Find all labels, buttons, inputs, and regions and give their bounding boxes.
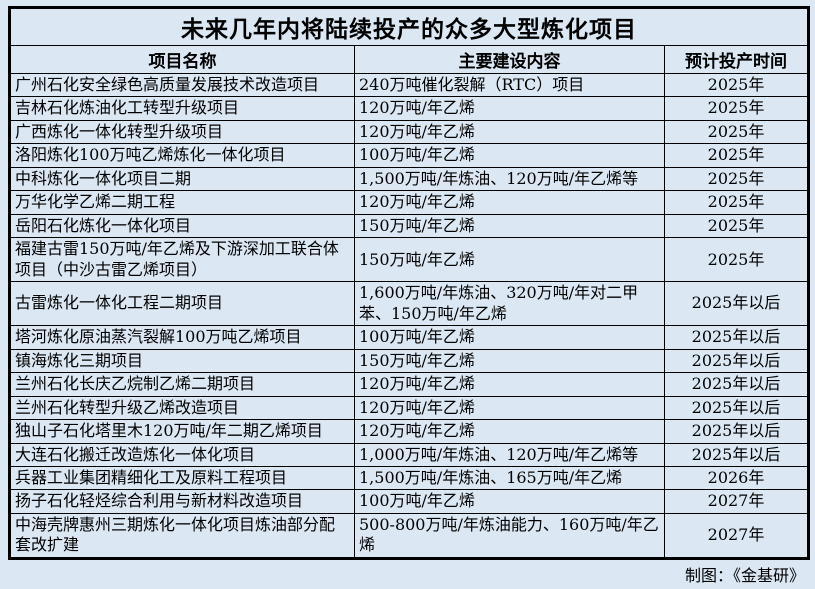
build-content-cell: 1,600万吨/年炼油、320万吨/年对二甲苯、150万吨/年乙烯: [354, 281, 665, 327]
project-name-cell: 独山子石化塔里木120万吨/年二期乙烯项目: [9, 419, 355, 444]
title-row: 未来几年内将陆续投产的众多大型炼化项目: [8, 7, 810, 46]
table-row: 福建古雷150万吨/年乙烯及下游深加工联合体项目（中沙古雷乙烯项目） 150万吨/…: [9, 237, 810, 283]
start-time-cell: 2027年: [663, 489, 810, 514]
start-time-cell: 2025年以后: [663, 325, 810, 350]
table-body: 广州石化安全绿色高质量发展技术改造项目 240万吨催化裂解（RTC）项目 2025年…: [9, 72, 810, 559]
build-content-cell: 100万吨/年乙烯: [354, 489, 665, 514]
project-name-cell: 万华化学乙烯二期工程: [9, 190, 355, 215]
start-time-cell: 2025年以后: [663, 281, 810, 327]
credit-text: 制图：《金基研》: [684, 565, 805, 585]
project-name-cell: 镇海炼化三期项目: [9, 348, 355, 374]
build-content-cell: 240万吨催化裂解（RTC）项目: [354, 72, 665, 98]
project-name-cell: 岳阳石化炼化一体化项目: [9, 213, 355, 239]
start-time-cell: 2025年: [663, 190, 810, 215]
build-content-cell: 120万吨/年乙烯: [354, 419, 665, 444]
table-row: 中科炼化一体化项目二期 1,500万吨/年炼油、120万吨/年乙烯等 2025年: [9, 166, 810, 192]
header-row: 项目名称 主要建设内容 预计投产时间: [9, 45, 810, 74]
build-content-cell: 100万吨/年乙烯: [354, 325, 665, 350]
start-time-cell: 2025年: [663, 143, 810, 168]
project-name-cell: 兰州石化转型升级乙烯改造项目: [9, 395, 355, 421]
build-content-cell: 120万吨/年乙烯: [354, 96, 665, 121]
table-row: 万华化学乙烯二期工程 120万吨/年乙烯 2025年: [9, 190, 810, 215]
table-head: 未来几年内将陆续投产的众多大型炼化项目 项目名称 主要建设内容 预计投产时间: [8, 7, 810, 74]
build-content-cell: 120万吨/年乙烯: [354, 395, 665, 421]
start-time-cell: 2025年: [663, 237, 810, 283]
project-name-cell: 吉林石化炼油化工转型升级项目: [9, 96, 355, 121]
build-content-cell: 120万吨/年乙烯: [354, 119, 665, 145]
project-name-cell: 中海壳牌惠州三期炼化一体化项目炼油部分配套改扩建: [9, 512, 355, 559]
table-row: 大连石化搬迁改造炼化一体化项目 1,000万吨/年炼油、120万吨/年乙烯等 202…: [9, 442, 810, 467]
start-time-cell: 2025年: [663, 166, 810, 192]
project-name-cell: 扬子石化轻烃综合利用与新材料改造项目: [9, 489, 355, 514]
project-name-cell: 兰州石化长庆乙烷制乙烯二期项目: [9, 372, 355, 397]
table-row: 洛阳炼化100万吨乙烯炼化一体化项目 100万吨/年乙烯 2025年: [9, 143, 810, 168]
project-name-cell: 洛阳炼化100万吨乙烯炼化一体化项目: [9, 143, 355, 168]
project-name-cell: 广西炼化一体化转型升级项目: [9, 119, 355, 145]
table-row: 广西炼化一体化转型升级项目 120万吨/年乙烯 2025年: [9, 119, 810, 145]
table-row: 兰州石化转型升级乙烯改造项目 120万吨/年乙烯 2025年以后: [9, 395, 810, 421]
column-header-start-time: 预计投产时间: [663, 45, 810, 74]
table-row: 吉林石化炼油化工转型升级项目 120万吨/年乙烯 2025年: [9, 96, 810, 121]
start-time-cell: 2025年: [663, 96, 810, 121]
start-time-cell: 2025年: [663, 72, 810, 98]
table-row: 广州石化安全绿色高质量发展技术改造项目 240万吨催化裂解（RTC）项目 2025年: [9, 72, 810, 98]
table-row: 扬子石化轻烃综合利用与新材料改造项目 100万吨/年乙烯 2027年: [9, 489, 810, 514]
start-time-cell: 2025年以后: [663, 348, 810, 374]
table-row: 中海壳牌惠州三期炼化一体化项目炼油部分配套改扩建 500-800万吨/年炼油能力、…: [9, 512, 810, 559]
start-time-cell: 2025年: [663, 119, 810, 145]
start-time-cell: 2025年: [663, 213, 810, 239]
column-header-project-name: 项目名称: [9, 45, 355, 74]
table-row: 岳阳石化炼化一体化项目 150万吨/年乙烯 2025年: [9, 213, 810, 239]
project-name-cell: 兵器工业集团精细化工及原料工程项目: [9, 465, 355, 491]
project-name-cell: 福建古雷150万吨/年乙烯及下游深加工联合体项目（中沙古雷乙烯项目）: [9, 237, 355, 283]
table-row: 兰州石化长庆乙烷制乙烯二期项目 120万吨/年乙烯 2025年以后: [9, 372, 810, 397]
table-row: 塔河炼化原油蒸汽裂解100万吨乙烯项目 100万吨/年乙烯 2025年以后: [9, 325, 810, 350]
start-time-cell: 2025年以后: [663, 419, 810, 444]
start-time-cell: 2025年以后: [663, 395, 810, 421]
build-content-cell: 500-800万吨/年炼油能力、160万吨/年乙烯: [354, 512, 665, 559]
build-content-cell: 1,000万吨/年炼油、120万吨/年乙烯等: [354, 442, 665, 467]
build-content-cell: 1,500万吨/年炼油、165万吨/年乙烯: [354, 465, 665, 491]
project-name-cell: 塔河炼化原油蒸汽裂解100万吨乙烯项目: [9, 325, 355, 350]
build-content-cell: 120万吨/年乙烯: [354, 372, 665, 397]
column-header-build-content: 主要建设内容: [354, 45, 665, 74]
start-time-cell: 2026年: [663, 465, 810, 491]
table-row: 独山子石化塔里木120万吨/年二期乙烯项目 120万吨/年乙烯 2025年以后: [9, 419, 810, 444]
project-name-cell: 大连石化搬迁改造炼化一体化项目: [9, 442, 355, 467]
start-time-cell: 2027年: [663, 512, 810, 559]
start-time-cell: 2025年以后: [663, 372, 810, 397]
table-row: 兵器工业集团精细化工及原料工程项目 1,500万吨/年炼油、165万吨/年乙烯 20…: [9, 465, 810, 491]
build-content-cell: 150万吨/年乙烯: [354, 237, 665, 283]
project-name-cell: 中科炼化一体化项目二期: [9, 166, 355, 192]
projects-table: 未来几年内将陆续投产的众多大型炼化项目 项目名称 主要建设内容 预计投产时间 广…: [8, 6, 811, 560]
table-title: 未来几年内将陆续投产的众多大型炼化项目: [8, 7, 810, 46]
build-content-cell: 150万吨/年乙烯: [354, 348, 665, 374]
table-row: 古雷炼化一体化工程二期项目 1,600万吨/年炼油、320万吨/年对二甲苯、150…: [9, 281, 810, 327]
project-name-cell: 广州石化安全绿色高质量发展技术改造项目: [9, 72, 355, 98]
table-row: 镇海炼化三期项目 150万吨/年乙烯 2025年以后: [9, 348, 810, 374]
start-time-cell: 2025年以后: [663, 442, 810, 467]
build-content-cell: 1,500万吨/年炼油、120万吨/年乙烯等: [354, 166, 665, 192]
build-content-cell: 100万吨/年乙烯: [354, 143, 665, 168]
build-content-cell: 120万吨/年乙烯: [354, 190, 665, 215]
project-name-cell: 古雷炼化一体化工程二期项目: [9, 281, 355, 327]
build-content-cell: 150万吨/年乙烯: [354, 213, 665, 239]
